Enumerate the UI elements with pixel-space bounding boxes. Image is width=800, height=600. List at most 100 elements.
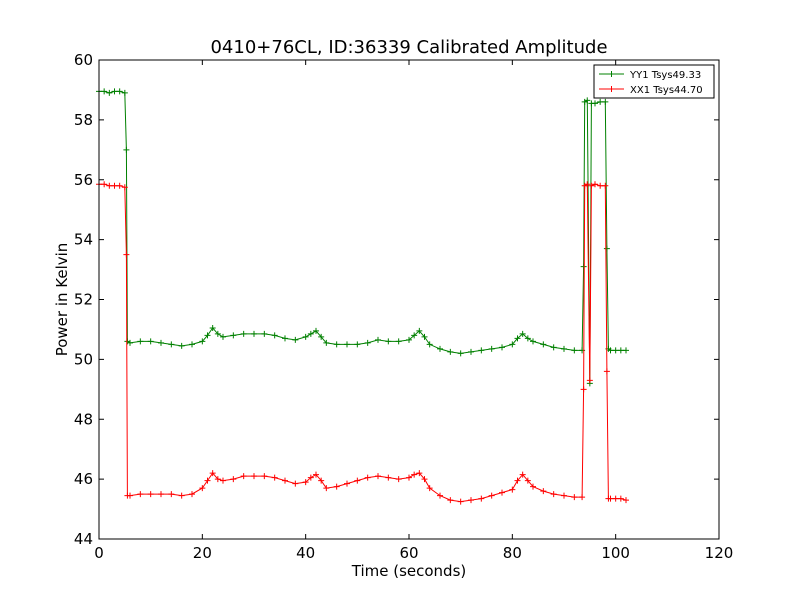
data-point-marker (478, 495, 485, 502)
data-point-marker (579, 494, 586, 501)
data-point-marker (499, 344, 505, 351)
data-point-marker (478, 347, 485, 354)
data-point-marker (612, 495, 619, 502)
data-point-marker (581, 98, 588, 105)
y-tick-label: 48 (74, 410, 93, 428)
data-point-marker (214, 330, 221, 337)
data-point-marker (385, 474, 392, 481)
y-tick-label: 58 (74, 111, 93, 129)
data-point-marker (416, 327, 423, 334)
data-point-marker (406, 474, 412, 481)
legend-marker (608, 71, 615, 77)
data-point-marker (318, 477, 325, 484)
data-point-marker (111, 88, 118, 95)
x-tick-label: 80 (503, 544, 522, 562)
data-point-marker (220, 333, 226, 340)
x-tick-label: 40 (296, 544, 315, 562)
data-point-marker (421, 333, 428, 340)
plot-area-frame (98, 59, 720, 540)
data-point-marker (426, 341, 433, 348)
data-point-marker (509, 486, 516, 493)
data-point-marker (364, 339, 371, 346)
data-point-marker (514, 335, 521, 342)
y-tick-label: 46 (74, 470, 93, 488)
data-point-marker (416, 470, 423, 477)
data-point-marker (168, 491, 175, 498)
data-point-marker (127, 492, 133, 499)
data-point-marker (447, 348, 454, 355)
legend-label: XX1 Tsys44.70 (630, 85, 703, 96)
data-point-marker (375, 336, 381, 343)
data-point-marker (411, 471, 418, 478)
data-point-marker (602, 98, 609, 105)
data-point-marker (385, 338, 392, 345)
data-point-marker (214, 476, 221, 483)
data-point-marker (584, 181, 591, 188)
y-axis-label: Power in Kelvin (53, 243, 71, 357)
x-tick-label: 0 (94, 544, 104, 562)
data-point-marker (271, 332, 278, 339)
data-point-marker (602, 182, 609, 189)
data-point-marker (323, 339, 330, 346)
data-point-marker (530, 338, 536, 345)
y-tick-label: 54 (74, 231, 93, 249)
series-1 (96, 181, 629, 505)
data-point-marker (447, 497, 454, 504)
data-point-marker (354, 341, 361, 348)
data-point-marker (282, 335, 288, 342)
data-point-marker (571, 494, 578, 501)
data-point-marker (603, 368, 610, 375)
data-point-marker (121, 89, 128, 96)
data-point-marker (178, 342, 185, 349)
data-point-marker (333, 341, 340, 348)
data-point-marker (584, 97, 591, 104)
data-point-marker (488, 345, 495, 352)
data-point-marker (240, 473, 247, 480)
data-point-marker (540, 341, 547, 348)
data-point-marker (230, 476, 237, 483)
legend-marker (608, 86, 615, 92)
data-point-marker (251, 330, 257, 337)
data-point-marker (499, 489, 505, 496)
legend-box (593, 64, 715, 99)
data-point-marker (127, 339, 133, 346)
data-point-marker (437, 492, 443, 499)
data-point-marker (261, 473, 268, 480)
data-point-marker (124, 338, 131, 345)
data-point-marker (220, 477, 226, 484)
data-point-marker (204, 477, 211, 484)
x-tick-label: 20 (193, 544, 212, 562)
data-point-marker (116, 88, 123, 95)
data-point-marker (302, 333, 309, 340)
data-point-marker (597, 98, 604, 105)
data-point-marker (519, 471, 526, 478)
data-point-marker (406, 336, 412, 343)
data-point-marker (307, 474, 314, 481)
data-point-marker (344, 341, 350, 348)
data-point-marker (421, 476, 428, 483)
data-point-marker (426, 485, 433, 492)
data-point-marker (468, 348, 474, 355)
data-point-marker (586, 377, 593, 384)
data-point-marker (307, 330, 314, 337)
data-point-marker (571, 347, 578, 354)
data-point-marker (318, 333, 325, 340)
data-point-marker (147, 338, 154, 345)
data-point-marker (137, 338, 144, 345)
series-0 (96, 88, 629, 387)
data-point-marker (524, 477, 531, 484)
data-point-marker (116, 182, 123, 189)
data-point-marker (617, 347, 624, 354)
data-point-marker (364, 474, 371, 481)
legend-label: YY1 Tsys49.33 (629, 70, 701, 81)
data-point-marker (121, 184, 128, 191)
legend: YY1 Tsys49.33 XX1 Tsys44.70 (593, 64, 715, 99)
data-point-marker (457, 350, 464, 357)
data-point-marker (580, 263, 587, 270)
data-point-marker (251, 473, 257, 480)
data-point-marker (111, 182, 118, 189)
data-point-marker (158, 339, 164, 346)
data-point-marker (137, 491, 144, 498)
data-point-marker (437, 345, 443, 352)
